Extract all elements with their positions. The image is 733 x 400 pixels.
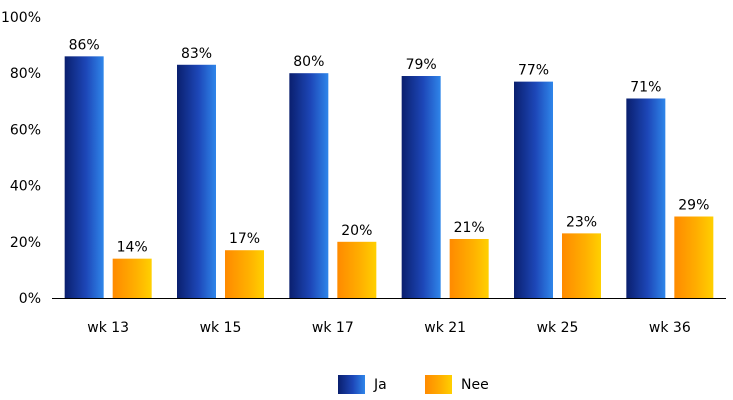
- x-tick-label: wk 25: [537, 320, 579, 336]
- data-label: 80%: [293, 54, 324, 70]
- bar-ja-wk-17: [289, 73, 329, 298]
- y-tick-label: 100%: [1, 10, 41, 26]
- y-tick-label: 60%: [10, 122, 41, 138]
- bar-ja-wk-13: [64, 56, 104, 299]
- bar-nee-wk-21: [449, 238, 489, 298]
- y-tick-label: 80%: [10, 66, 41, 82]
- bar-nee-wk-13: [112, 258, 152, 298]
- y-tick-label: 0%: [19, 291, 41, 307]
- legend: Ja Nee: [338, 375, 489, 394]
- data-label: 71%: [630, 79, 661, 95]
- y-tick-label: 20%: [10, 235, 41, 251]
- data-label: 86%: [69, 37, 100, 53]
- data-label: 77%: [518, 63, 549, 79]
- data-label: 79%: [406, 57, 437, 73]
- x-tick-label: wk 15: [200, 320, 242, 336]
- data-label: 29%: [678, 198, 709, 214]
- bar-nee-wk-25: [562, 233, 601, 298]
- x-tick-label: wk 13: [87, 320, 129, 336]
- y-tick-label: 40%: [10, 179, 41, 195]
- data-label: 14%: [117, 240, 148, 256]
- bars: [64, 56, 714, 299]
- data-labels: 86% 14% 83% 17% 80% 20% 79% 21% 77% 23% 71% 29%: [69, 37, 710, 255]
- data-label: 20%: [341, 223, 372, 239]
- bar-ja-wk-21: [401, 76, 441, 298]
- legend-swatch-ja: [338, 375, 365, 394]
- x-tick-label: wk 17: [312, 320, 354, 336]
- legend-swatch-nee: [425, 375, 452, 394]
- legend-label-ja: Ja: [373, 377, 387, 393]
- bar-ja-wk-15: [177, 64, 216, 299]
- data-label: 17%: [229, 231, 260, 247]
- x-tick-label: wk 21: [424, 320, 466, 336]
- x-tick-label: wk 36: [649, 320, 691, 336]
- bar-ja-wk-36: [626, 98, 666, 299]
- legend-label-nee: Nee: [461, 377, 489, 393]
- bar-nee-wk-36: [674, 216, 714, 298]
- x-axis-ticks: wk 13 wk 15 wk 17 wk 21 wk 25 wk 36: [87, 320, 691, 336]
- bar-nee-wk-17: [337, 241, 377, 298]
- bar-nee-wk-15: [225, 250, 264, 298]
- bar-ja-wk-25: [514, 81, 553, 298]
- data-label: 83%: [181, 46, 212, 62]
- y-axis-ticks: 0% 20% 40% 60% 80% 100%: [1, 10, 41, 307]
- data-label: 21%: [454, 220, 485, 236]
- data-label: 23%: [566, 214, 597, 230]
